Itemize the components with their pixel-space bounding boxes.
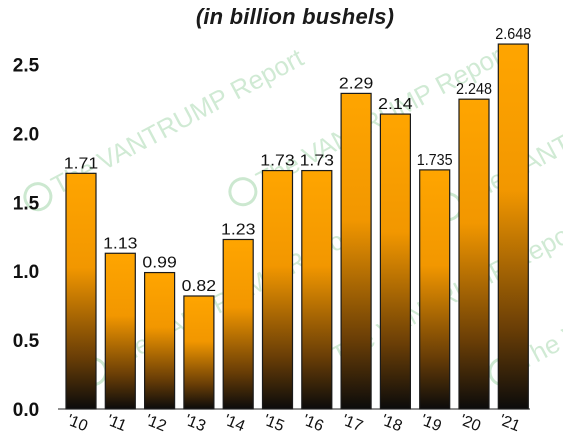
bar-value-label: 0.99 — [142, 255, 177, 272]
bar-value-label: 2.248 — [456, 81, 492, 98]
bar — [65, 172, 97, 410]
x-tick-label: '10 — [64, 412, 90, 433]
x-tick-label: '20 — [457, 412, 483, 433]
x-tick-label: '13 — [182, 412, 208, 433]
watermark-globe-icon — [228, 177, 258, 207]
x-tick-label: '14 — [222, 412, 248, 433]
bar — [261, 169, 294, 410]
bar-value-label: 2.14 — [378, 96, 413, 113]
x-tick-label: '12 — [143, 412, 169, 433]
x-tick-label: '15 — [261, 412, 287, 433]
y-tick-label: 1.5 — [13, 193, 40, 214]
bar-value-label: 0.82 — [182, 278, 217, 295]
bar — [419, 169, 451, 410]
y-tick-label: 2.0 — [13, 124, 39, 145]
y-axis: 0.0 0.5 1.0 1.5 2.0 2.5 — [13, 55, 40, 421]
data-labels: 1.71 1.130.99 0.82 1.23 1.73 1.73 2.292.14 1.73… — [64, 26, 532, 295]
x-tick-label: '16 — [300, 412, 326, 433]
y-tick-label: 1.0 — [13, 262, 39, 283]
x-tick-label: '17 — [339, 412, 365, 433]
bar — [104, 252, 136, 410]
x-tick-label: '21 — [497, 412, 523, 433]
bar-value-label: 1.71 — [64, 155, 99, 172]
x-axis: '10 '11 '12 '13 '14 '15 '16 '17 '18 '19 '20 '21 — [58, 408, 530, 433]
bar — [183, 295, 215, 410]
bar-value-label: 1.73 — [260, 153, 295, 170]
bar — [144, 271, 176, 410]
x-tick-label: '11 — [104, 412, 129, 433]
bar — [379, 113, 411, 410]
bar — [301, 169, 333, 410]
bar — [340, 92, 372, 410]
bar-value-label: 1.13 — [103, 235, 138, 252]
bar-value-label: 2.648 — [495, 26, 531, 43]
bar-value-label: 2.29 — [339, 75, 374, 92]
y-tick-label: 0.0 — [13, 400, 39, 421]
bars-group — [65, 43, 529, 410]
y-tick-label: 2.5 — [13, 55, 40, 76]
y-tick-label: 0.5 — [13, 331, 40, 352]
x-tick-label: '18 — [379, 412, 405, 433]
watermark-globe-icon — [23, 182, 53, 212]
bar — [458, 98, 490, 410]
bar — [497, 43, 529, 410]
x-tick-label: '19 — [418, 412, 444, 433]
bar-value-label: 1.735 — [417, 152, 453, 169]
bar — [222, 238, 254, 410]
bar-value-label: 1.23 — [221, 221, 256, 238]
bar-value-label: 1.73 — [300, 153, 335, 170]
chart-subtitle: (in billion bushels) — [195, 4, 395, 29]
